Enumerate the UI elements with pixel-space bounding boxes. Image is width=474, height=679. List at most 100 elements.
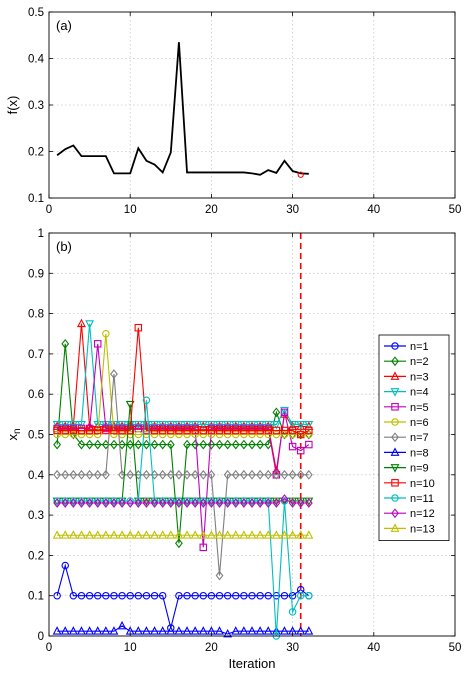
data-point [142,396,151,404]
data-point [264,469,273,480]
legend-label: n=1 [410,341,429,353]
series-0 [56,42,309,176]
data-point [110,439,118,450]
data-point [272,426,281,435]
x-tick-label: 30 [286,642,299,654]
data-point [150,626,159,635]
data-point [183,430,191,439]
data-point [61,469,70,480]
data-point [133,530,143,539]
series-line [56,563,310,629]
data-point [183,498,191,508]
data-point [142,498,151,508]
series-n-8 [52,620,314,638]
data-point [256,498,265,508]
y-axis-label: f(x) [5,96,20,115]
data-point [174,530,184,539]
data-point [93,498,102,508]
data-point [134,498,143,508]
data-point [207,439,216,450]
data-point [61,561,69,570]
data-point [248,439,256,450]
data-point [272,430,281,439]
data-point [247,626,257,635]
data-point [231,498,240,508]
data-point [174,626,184,635]
data-point [223,628,233,638]
series-line [57,327,310,436]
x-tick-label: 40 [367,204,380,216]
data-point [207,591,216,600]
data-point [85,421,95,430]
data-point [109,530,119,539]
series-line [57,374,309,576]
legend-entry: n=7 [384,432,429,444]
data-point [288,420,298,430]
data-point [109,626,119,635]
data-point [190,530,200,539]
data-point [126,426,134,435]
data-point [101,530,111,539]
data-point [69,469,78,480]
data-point [280,408,289,417]
data-point [126,430,134,439]
data-point [191,469,200,480]
data-point [207,498,216,508]
data-point [296,420,306,430]
data-point [118,426,126,435]
data-point [93,469,102,480]
data-point [150,497,159,505]
data-point [191,430,199,439]
data-point [118,498,126,508]
data-point [69,591,78,600]
data-point [191,426,199,435]
data-point [305,430,313,439]
data-point [199,430,208,439]
legend-entry: n=13 [384,523,435,535]
data-point [191,439,200,450]
data-point [175,498,183,508]
x-tick-label: 10 [124,642,137,654]
y-tick-label: 0.3 [28,100,44,112]
data-point [110,591,118,600]
data-point [134,430,143,439]
data-point [61,430,69,439]
series-line [57,333,309,436]
data-point [69,498,78,508]
data-point [167,497,175,505]
data-point [69,497,78,505]
y-tick-label: 0.8 [28,309,44,321]
legend-entry: n=6 [384,417,429,429]
data-point [85,626,95,635]
legend-label: n=11 [410,493,434,505]
data-point [256,497,264,505]
data-point [150,591,159,600]
data-point [53,591,61,600]
data-point [280,494,289,504]
data-point [248,591,256,600]
data-point [305,440,313,449]
legend-entry: n=2 [384,356,429,368]
data-point [110,497,118,505]
data-point [256,430,264,439]
data-point [53,430,61,439]
y-tick-label: 0.4 [28,54,45,66]
data-point [263,530,273,539]
data-point [304,420,314,430]
data-point [223,591,232,600]
legend-marker [391,356,399,367]
legend-marker [391,479,399,487]
legend-label: n=6 [410,417,429,429]
data-point [263,626,273,635]
data-point [280,626,289,635]
data-point [223,439,232,450]
data-point [239,530,249,539]
highlight-point [297,171,304,178]
data-point [60,530,70,539]
data-point [158,426,167,435]
panel-label: (b) [56,239,72,254]
data-point [175,430,183,439]
data-point [93,626,103,635]
data-point [288,469,297,480]
data-point [191,498,200,508]
